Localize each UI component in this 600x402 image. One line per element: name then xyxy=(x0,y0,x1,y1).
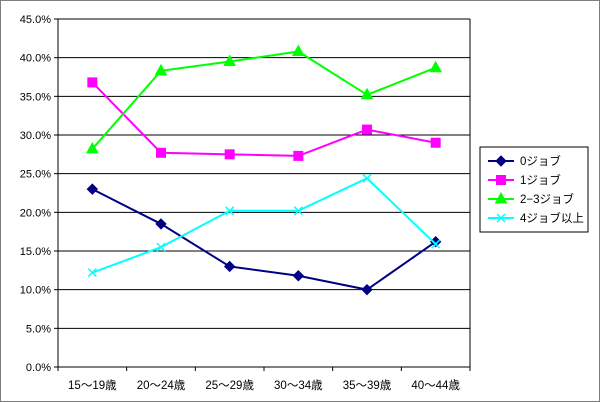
x-tick-label: 40～44歳 xyxy=(411,379,460,392)
data-point xyxy=(429,60,443,73)
data-point xyxy=(154,63,168,76)
data-point xyxy=(156,147,166,158)
x-axis-ticks: 15～19歳 20～24歳 25～29歳 30～34歳 35～39歳 40～44歳 xyxy=(57,367,471,392)
data-point-stroke xyxy=(87,268,97,278)
y-tick-label: 25.0% xyxy=(20,169,51,181)
x-tick-label: 25～29歳 xyxy=(205,379,254,392)
legend-entry: 2−3ジョブ xyxy=(488,191,575,206)
series-line xyxy=(91,188,437,291)
axes xyxy=(57,19,471,368)
data-point xyxy=(224,149,235,160)
y-tick-label: 5.0% xyxy=(26,323,51,335)
series-diamond xyxy=(86,183,442,296)
data-point-stroke xyxy=(156,242,166,252)
x-tick-label: 35～39歳 xyxy=(343,379,392,392)
series-square xyxy=(87,77,441,161)
series-layer xyxy=(85,44,443,296)
data-point xyxy=(495,155,507,167)
x-tick-label: 30～34歳 xyxy=(274,379,323,392)
x-tick-label: 20～24歳 xyxy=(137,379,186,392)
series-line xyxy=(91,81,436,157)
data-point xyxy=(155,218,167,230)
data-point xyxy=(496,175,506,185)
legend-entry: 4ジョブ以上 xyxy=(488,211,584,225)
y-tick-label: 40.0% xyxy=(20,53,51,65)
legend: 0ジョブ 1ジョブ 2−3ジョブ 4ジョブ以上 xyxy=(479,146,589,233)
legend-label: 2−3ジョブ xyxy=(520,192,575,206)
series-x xyxy=(87,173,441,278)
series-line xyxy=(91,177,437,274)
y-tick-label: 30.0% xyxy=(20,130,51,142)
data-point xyxy=(223,260,236,273)
data-point xyxy=(361,283,373,296)
data-point xyxy=(293,150,304,161)
y-axis-ticks: 0.0% 5.0% 10.0% 15.0% 20.0% 25.0% 30.0% 35.0% 40… xyxy=(20,14,58,374)
data-point xyxy=(496,213,506,223)
data-point xyxy=(87,77,98,88)
data-point xyxy=(85,141,99,154)
series-line xyxy=(91,50,437,150)
y-tick-label: 45.0% xyxy=(20,14,51,26)
y-tick-label: 15.0% xyxy=(20,246,51,258)
data-point xyxy=(156,242,166,252)
data-point-stroke xyxy=(496,213,506,223)
y-tick-label: 35.0% xyxy=(20,91,51,103)
x-tick-label: 15～19歳 xyxy=(68,379,117,392)
legend-label: 0ジョブ xyxy=(520,154,561,168)
data-point xyxy=(362,124,372,135)
data-point-stroke xyxy=(225,206,235,216)
data-point xyxy=(86,183,99,195)
data-point xyxy=(430,137,441,148)
data-point xyxy=(292,270,305,282)
data-point-stroke xyxy=(293,206,303,216)
legend-label: 4ジョブ以上 xyxy=(520,211,584,225)
data-point xyxy=(362,173,372,183)
data-point-stroke xyxy=(431,239,441,249)
data-point xyxy=(494,191,508,204)
data-point xyxy=(87,268,97,278)
y-tick-label: 0.0% xyxy=(26,362,51,374)
gridlines xyxy=(58,18,470,329)
data-point xyxy=(291,44,305,56)
legend-entry: 0ジョブ xyxy=(488,154,561,168)
data-point xyxy=(225,206,235,216)
series-triangle xyxy=(85,44,443,154)
y-tick-label: 20.0% xyxy=(20,207,51,219)
y-tick-label: 10.0% xyxy=(20,285,51,297)
data-point xyxy=(293,206,303,216)
data-point xyxy=(223,54,237,67)
data-point xyxy=(360,87,374,100)
data-point-stroke xyxy=(362,173,372,183)
data-point xyxy=(431,239,441,249)
legend-label: 1ジョブ xyxy=(520,173,561,187)
legend-entry: 1ジョブ xyxy=(488,173,561,187)
